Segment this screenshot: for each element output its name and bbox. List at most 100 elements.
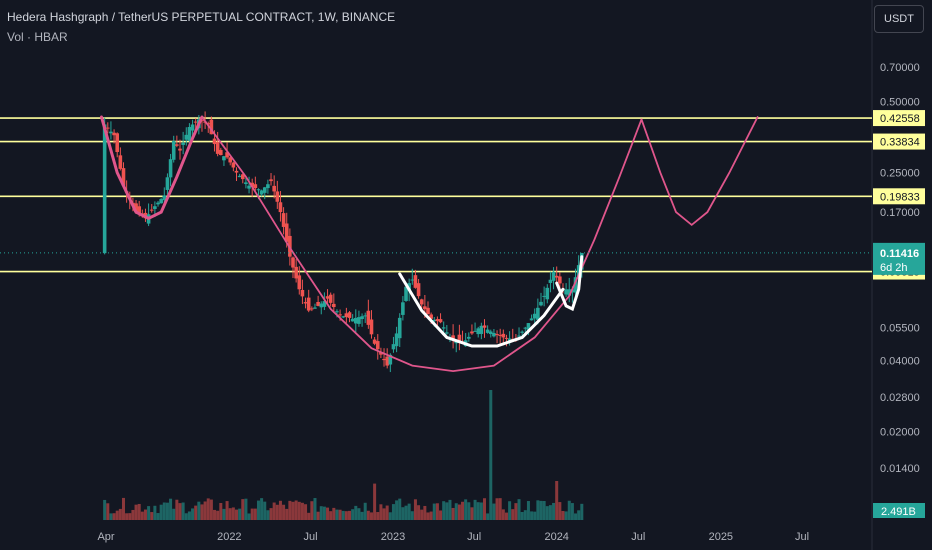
volume-bar: [439, 510, 443, 520]
volume-bar: [407, 503, 411, 520]
volume-bar: [219, 502, 223, 520]
candle: [300, 279, 305, 305]
volume-bar: [470, 507, 474, 520]
candle-body: [190, 124, 195, 131]
candle-body: [457, 334, 462, 343]
volume-bar: [335, 509, 339, 520]
candle-body: [244, 182, 248, 185]
candle-body: [451, 335, 455, 340]
candle: [413, 269, 418, 289]
time-tick-label: Jul: [303, 531, 317, 543]
volume-bar: [354, 505, 358, 520]
candle-body: [466, 336, 471, 339]
candle-body: [507, 338, 512, 342]
candle-body: [526, 323, 531, 331]
candle-body: [171, 141, 176, 160]
volume-bar: [489, 390, 493, 520]
volume-bar: [379, 504, 383, 520]
volume-bar: [329, 511, 333, 520]
candle: [102, 117, 107, 255]
candle-body: [231, 162, 236, 168]
candle-body: [391, 344, 396, 350]
candle-body: [275, 191, 280, 202]
candle-body: [156, 202, 160, 205]
candle: [539, 292, 543, 307]
candle-body: [303, 302, 308, 304]
volume-bar: [266, 510, 270, 520]
candle: [187, 123, 192, 145]
candle: [470, 324, 474, 335]
volume-bar: [508, 501, 512, 520]
volume-bar: [137, 503, 141, 520]
volume-bar: [545, 506, 549, 520]
volume-bar: [567, 500, 571, 520]
candle: [146, 203, 151, 227]
volume-bar: [410, 511, 414, 520]
volume-bar: [260, 498, 264, 520]
candle-body: [291, 257, 295, 268]
candle: [168, 153, 173, 187]
candle: [105, 122, 110, 134]
candle-body: [488, 331, 493, 335]
candle-body: [209, 119, 214, 135]
volume-bar: [294, 500, 298, 520]
candle: [303, 297, 308, 309]
candle-body: [256, 189, 261, 191]
volume-bar: [125, 513, 129, 520]
candle: [181, 131, 185, 155]
volume-bar: [118, 508, 122, 520]
volume-bar: [165, 502, 169, 520]
candle: [215, 131, 220, 157]
candle-body: [184, 134, 189, 140]
candle-body: [262, 187, 267, 193]
volume-bar: [178, 503, 182, 520]
price-tick-label: 0.50000: [880, 97, 920, 109]
candle: [479, 322, 484, 340]
candle-body: [517, 335, 521, 337]
volume-bar: [366, 510, 370, 520]
candle-body: [426, 307, 430, 314]
volume-bar: [413, 499, 417, 520]
volume-bar: [401, 507, 405, 520]
time-tick-label: Apr: [97, 531, 114, 543]
volume-bar: [191, 508, 195, 520]
candle-body: [445, 332, 449, 334]
candles: [102, 111, 584, 373]
volume-bar: [206, 498, 210, 520]
candle: [322, 292, 327, 311]
candle: [237, 173, 242, 178]
last-price-tag: [873, 242, 925, 275]
currency-button[interactable]: USDT: [874, 5, 924, 33]
candle: [310, 306, 314, 312]
candle: [316, 295, 320, 307]
volume-bar: [231, 507, 235, 520]
candle: [551, 267, 556, 290]
volume-bar: [385, 505, 389, 520]
candle: [488, 329, 493, 338]
candle-body: [501, 333, 506, 338]
candle: [313, 303, 317, 309]
candle-body: [269, 179, 273, 182]
candle-body: [234, 170, 239, 173]
price-tick-label: 0.02800: [880, 392, 920, 404]
volume-bar: [492, 503, 496, 520]
volume-bar: [147, 506, 151, 520]
cup-curve-projection: [640, 116, 759, 227]
candle: [228, 156, 233, 166]
candle-body: [322, 301, 327, 307]
volume-bar: [574, 513, 578, 520]
candle: [457, 324, 462, 351]
price-tick-label: 0.25000: [880, 168, 920, 180]
candle-body: [313, 307, 317, 309]
time-tick-label: Jul: [795, 531, 809, 543]
volume-bar: [304, 504, 308, 520]
candle-body: [573, 277, 578, 293]
price-tick-label: 0.01400: [880, 463, 920, 475]
volume-bar: [423, 505, 427, 520]
candle-body: [492, 332, 496, 337]
candle-body: [118, 155, 123, 169]
volume-bar: [216, 510, 220, 520]
candle-body: [369, 319, 374, 335]
volume-bar: [238, 508, 242, 520]
